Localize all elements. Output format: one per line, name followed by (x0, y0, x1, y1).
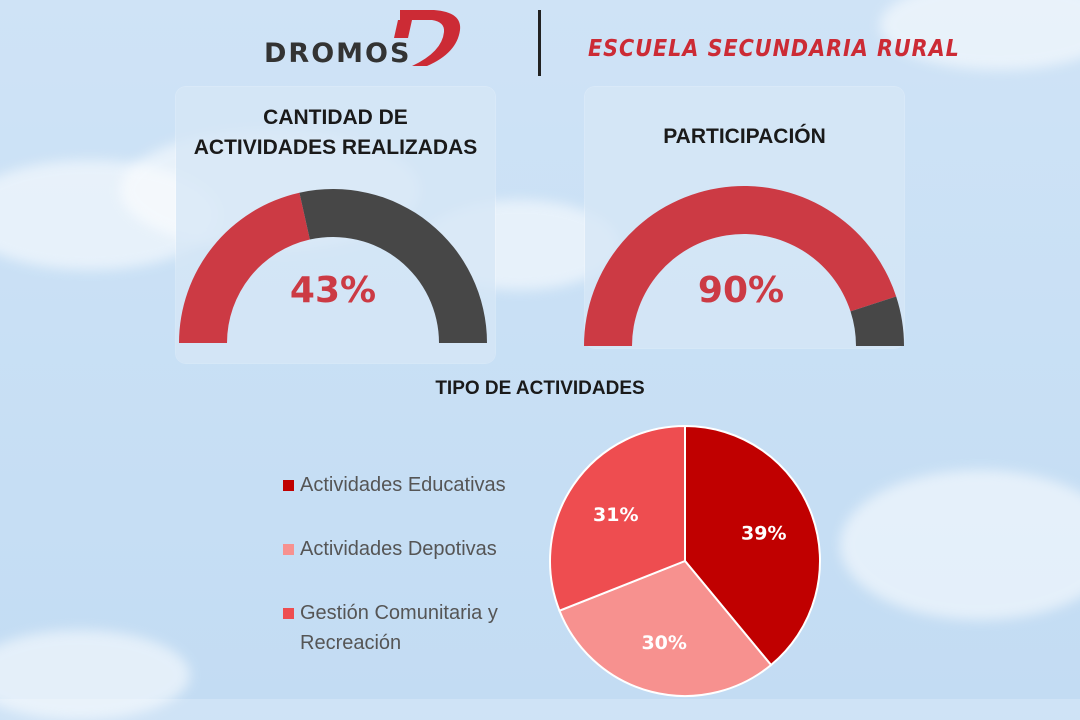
pie-slice (684, 424, 821, 667)
legend-swatch (283, 480, 294, 491)
pie-slice (558, 559, 773, 697)
pie-chart-title: TIPO DE ACTIVIDADES (435, 378, 645, 399)
legend-label: Recreación (300, 632, 402, 654)
legend-label: Gestión Comunitaria y (300, 602, 498, 624)
gauge-participacion (584, 186, 904, 346)
gauge-value-label: 90% (697, 270, 785, 311)
card-title-line: ACTIVIDADES REALIZADAS (193, 136, 478, 159)
card-title-line: CANTIDAD DE (263, 106, 408, 129)
pie-slice (549, 424, 686, 612)
legend-label: Actividades Depotivas (300, 538, 497, 560)
dromos-logo-icon (394, 10, 461, 66)
pie-slice-label: 30% (641, 632, 686, 654)
legend-swatch (283, 544, 294, 555)
gauge-remainder-arc (850, 296, 904, 346)
pie-chart-tipo-actividades: 39% 30% 31% (549, 424, 821, 697)
legend-label: Actividades Educativas (300, 474, 506, 496)
gauge-value-label: 43% (289, 270, 377, 311)
card-title: PARTICIPACIÓN (663, 125, 826, 148)
school-name: ESCUELA SECUNDARIA RURAL (588, 36, 960, 62)
gauge-value-arc (179, 192, 310, 343)
gauge-remainder-arc (299, 189, 487, 343)
legend-swatch (283, 608, 294, 619)
header: DROMOS ESCUELA SECUNDARIA RURAL (0, 0, 1080, 80)
pie-slice-label: 31% (593, 504, 638, 526)
gauge-value-arc (584, 186, 897, 346)
cloud-decoration (0, 630, 190, 720)
gauge-actividades-realizadas (179, 189, 487, 343)
card-title: CANTIDAD DE ACTIVIDADES REALIZADAS (176, 103, 495, 163)
cloud-decoration (840, 470, 1080, 620)
header-divider (538, 10, 541, 76)
logo-text: DROMOS (264, 38, 412, 69)
pie-slice-label: 39% (741, 523, 786, 545)
